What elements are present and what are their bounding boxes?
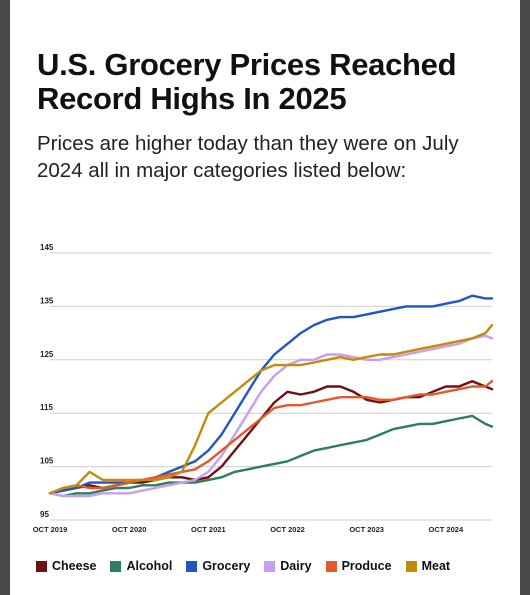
legend-label: Cheese	[52, 559, 97, 573]
legend-label: Dairy	[280, 559, 312, 573]
legend-swatch	[405, 560, 417, 572]
x-tick-label: OCT 2019	[33, 525, 68, 534]
series-line-produce	[48, 379, 494, 495]
x-tick-label: OCT 2021	[191, 525, 226, 534]
series-line-dairy	[48, 334, 494, 498]
legend-swatch	[186, 560, 198, 572]
y-tick-label: 135	[40, 296, 54, 305]
x-tick-label: OCT 2024	[429, 525, 464, 534]
legend-label: Produce	[341, 559, 392, 573]
y-tick-label: 95	[40, 510, 49, 519]
chart-title: U.S. Grocery Prices Reached Record Highs…	[37, 47, 457, 116]
legend-item-produce: Produce	[325, 559, 392, 573]
y-tick-label: 145	[40, 243, 54, 252]
y-tick-label: 105	[40, 457, 54, 466]
legend-item-cheese: Cheese	[36, 559, 96, 573]
x-tick-label: OCT 2022	[270, 525, 305, 534]
y-tick-label: 115	[40, 403, 53, 412]
legend-item-alcohol: Alcohol	[110, 559, 172, 573]
legend-item-meat: Meat	[405, 559, 451, 573]
legend-swatch	[110, 560, 122, 572]
x-tick-label: OCT 2020	[112, 525, 147, 534]
legend-label: Alcohol	[126, 559, 173, 573]
legend-label: Meat	[421, 559, 451, 573]
line-chart: 95 105 115 125 135 145 OCT 2019 OCT 2020 OCT 202…	[33, 243, 494, 534]
chart-subtitle: Prices are higher today than they were o…	[37, 132, 459, 182]
legend-label: Grocery	[202, 559, 251, 573]
chart-legend: Cheese Alcohol Grocery Dairy Produce Meat	[36, 557, 450, 575]
legend-item-grocery: Grocery	[186, 559, 250, 573]
chart-card: U.S. Grocery Prices Reached Record Highs…	[10, 0, 520, 595]
legend-swatch	[264, 560, 276, 572]
y-tick-label: 125	[40, 350, 54, 359]
series-line-alcohol	[48, 414, 494, 498]
legend-swatch	[36, 560, 47, 572]
series-line-cheese	[48, 379, 494, 495]
legend-swatch	[325, 560, 337, 572]
legend-item-dairy: Dairy	[264, 559, 312, 573]
x-tick-label: OCT 2023	[349, 525, 384, 534]
series-line-meat	[48, 323, 494, 495]
